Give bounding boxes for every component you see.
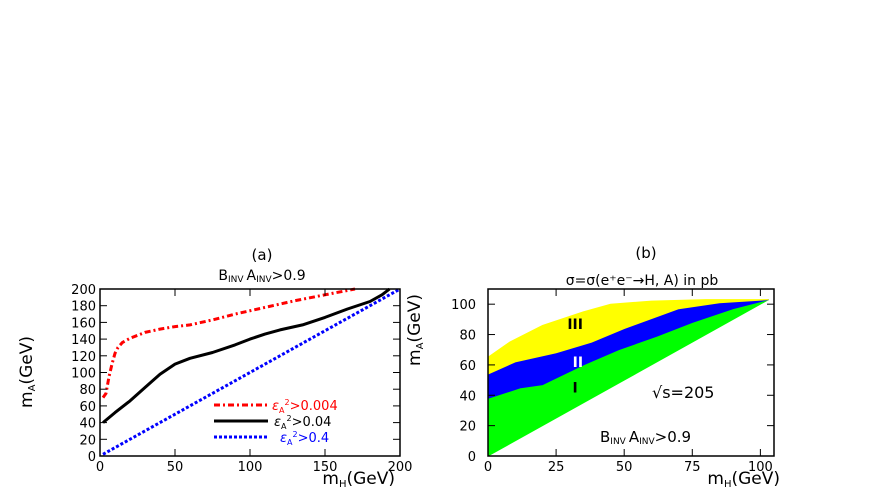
series-line-0	[101, 287, 356, 399]
panel-a-ylabel: mA(GeV)	[17, 336, 38, 408]
panel-b-region-layer	[487, 299, 769, 457]
y-tick-label: 80	[459, 329, 476, 344]
panel-a-title: BINV AINV>0.9	[218, 268, 305, 285]
y-tick-label: 0	[88, 450, 96, 465]
panel-a-series-layer	[101, 287, 401, 456]
panel-b-ticks: 0 25 50 75 100 0 20 40 60 80 100	[451, 289, 774, 475]
y-tick-label: 120	[71, 350, 96, 365]
panel-a-label: (a)	[252, 246, 273, 264]
y-tick-label: 60	[79, 400, 96, 415]
y-tick-label: 60	[459, 359, 476, 374]
panel-b-ylabel: mA(GeV)	[405, 294, 426, 366]
panel-b-cut-annotation: BINV AINV>0.9	[600, 428, 691, 447]
x-tick-label: 50	[616, 460, 633, 475]
series-line-2	[102, 287, 401, 456]
panel-b-title: σ=σ(e⁺e⁻→H, A) in pb	[566, 273, 719, 289]
y-tick-label: 140	[71, 333, 96, 348]
panel-b-frame	[487, 288, 775, 457]
series-line-1	[102, 287, 391, 424]
y-tick-label: 40	[79, 417, 96, 432]
panel-a: (a) BINV AINV>0.9 0 50 100 150 20002040608010…	[17, 246, 412, 490]
x-tick-label: 25	[548, 460, 565, 475]
x-tick-label: 75	[684, 460, 701, 475]
legend-label-blue: εA2>0.4	[280, 430, 329, 447]
x-tick-label: 100	[748, 460, 773, 475]
panel-a-xlabel: mH(GeV)	[322, 469, 395, 490]
legend-label-red: εA2>0.004	[272, 398, 338, 415]
panel-b-label: (b)	[635, 244, 656, 262]
y-tick-label: 100	[451, 298, 476, 313]
region-label-I: I	[573, 381, 578, 397]
x-tick-label: 150	[313, 460, 338, 475]
y-tick-label: 160	[71, 316, 96, 331]
region-label-III: III	[567, 317, 583, 333]
y-tick-label: 20	[79, 433, 96, 448]
panel-a-frame	[99, 288, 401, 457]
x-tick-label: 50	[167, 460, 184, 475]
y-tick-label: 200	[71, 283, 96, 298]
x-tick-label: 200	[388, 460, 413, 475]
panel-a-legend: εA2>0.004 εA2>0.04 εA2>0.4	[214, 398, 338, 447]
sqrt-s-annotation: √s=205	[652, 383, 714, 402]
panel-b: (b) σ=σ(e⁺e⁻→H, A) in pb 0 25 50 75 100 0 20 40…	[405, 244, 780, 490]
y-tick-label: 20	[459, 420, 476, 435]
legend-label-black: εA2>0.04	[274, 414, 331, 431]
region-III	[487, 299, 769, 375]
y-tick-label: 80	[79, 383, 96, 398]
panel-b-xlabel: mH(GeV)	[707, 469, 780, 490]
y-tick-label: 40	[459, 389, 476, 404]
x-tick-label: 0	[484, 460, 492, 475]
y-tick-label: 100	[71, 367, 96, 382]
y-tick-label: 0	[468, 450, 476, 465]
x-tick-label: 0	[96, 460, 104, 475]
region-label-II: II	[573, 355, 583, 371]
y-tick-label: 180	[71, 300, 96, 315]
x-tick-label: 100	[238, 460, 263, 475]
